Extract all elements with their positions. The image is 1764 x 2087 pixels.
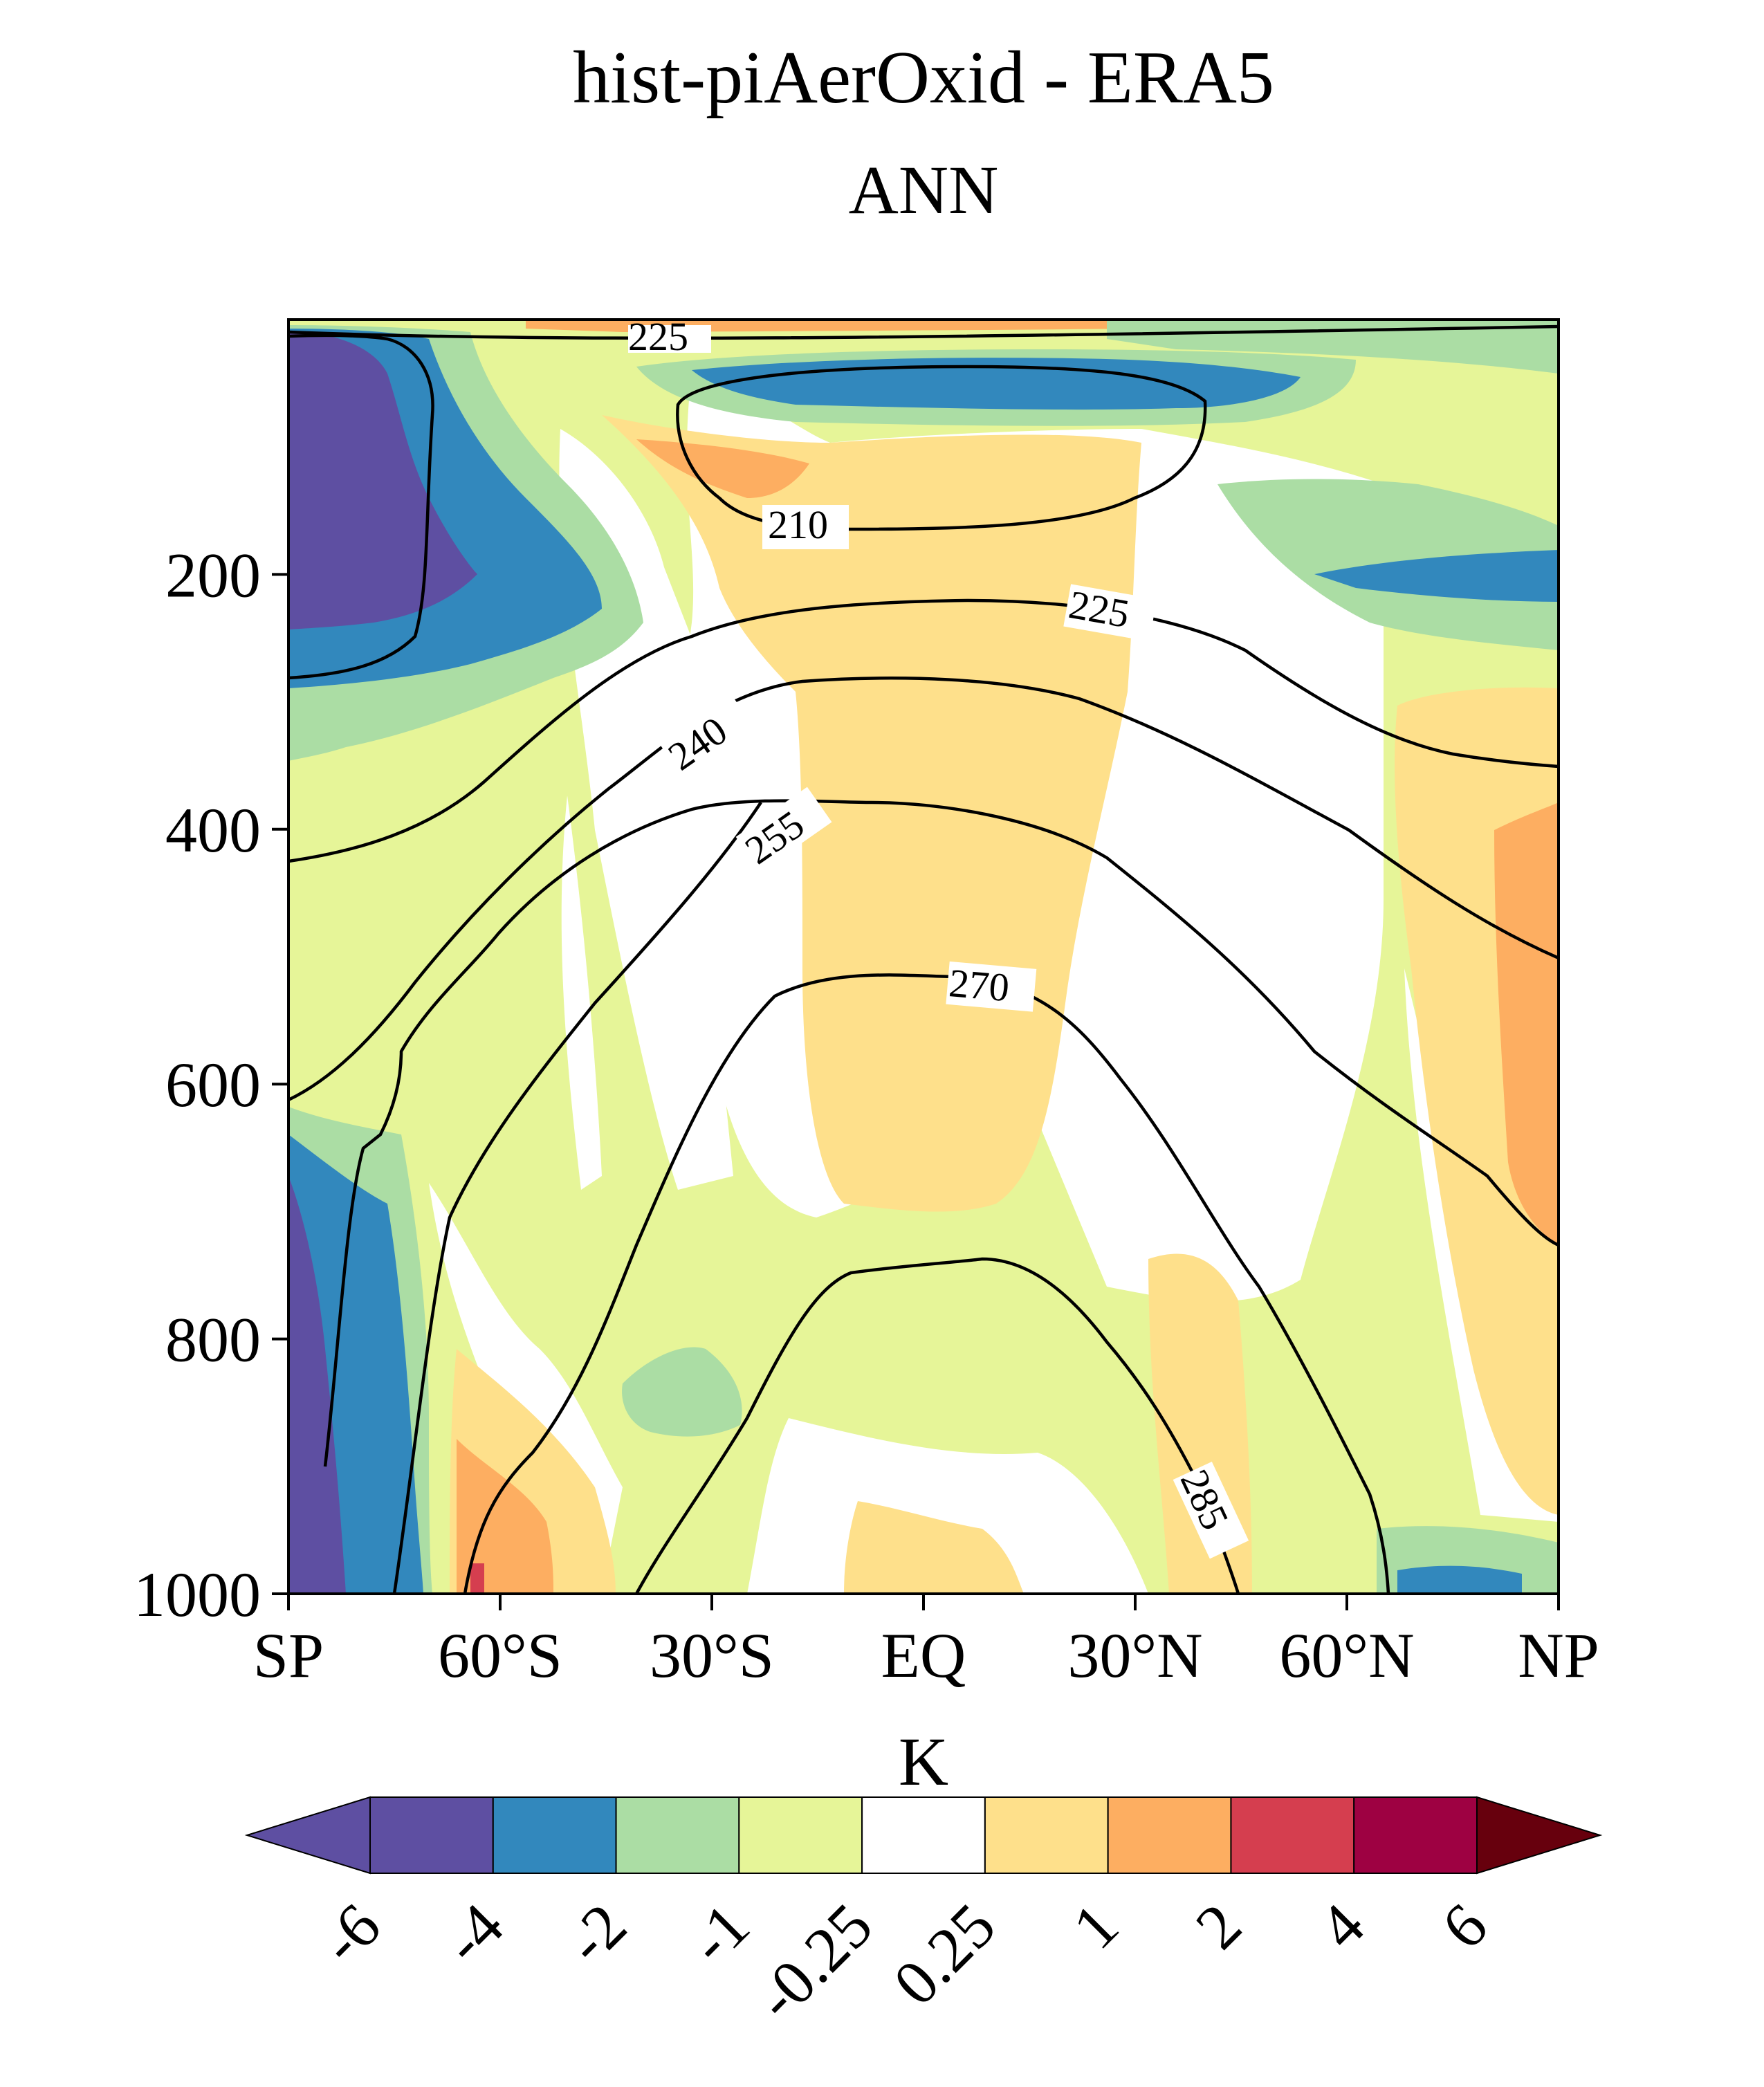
colorbar-tick-label: 2 <box>1182 1890 1255 1962</box>
contour-label-bg <box>1173 1461 1249 1559</box>
x-tick-label: 30°N <box>1067 1620 1202 1691</box>
x-tick-label: 30°S <box>650 1620 774 1691</box>
contour-line <box>288 677 1559 1102</box>
contour-label-bg <box>628 325 711 353</box>
colorbar-swatch <box>1230 1796 1355 1874</box>
colorbar-swatch <box>369 1796 494 1874</box>
colorbar-extend-low <box>244 1796 371 1875</box>
anomaly-region-yellow <box>844 1501 1024 1594</box>
y-tick-label: 800 <box>165 1305 261 1375</box>
contour-label-bg <box>735 787 832 872</box>
contour-line <box>676 365 1207 531</box>
contour-lines <box>288 324 1559 1594</box>
anomaly-region-blue <box>1314 550 1559 602</box>
colorbar-tick-label: -2 <box>552 1890 639 1977</box>
anomaly-region-yellow <box>602 415 1141 1212</box>
contour-line <box>288 324 1559 340</box>
colorbar-swatch <box>1353 1796 1478 1874</box>
contour-line <box>392 801 762 1594</box>
anomaly-region-orange <box>457 1439 553 1594</box>
contour-label-bg <box>1063 584 1157 642</box>
chart-title: hist-piAerOxid - ERA5 <box>573 37 1274 119</box>
contour-line <box>288 598 1559 863</box>
x-tick-label: SP <box>253 1620 324 1691</box>
plot-area <box>288 320 1559 1594</box>
x-tick-label: EQ <box>881 1620 966 1691</box>
colorbar-tick-label: -6 <box>306 1890 394 1977</box>
colorbar-tick-label: -0.25 <box>742 1890 886 2034</box>
colorbar-swatch <box>1107 1796 1232 1874</box>
chart-subtitle: ANN <box>849 151 999 228</box>
anomaly-region-purple <box>288 331 477 629</box>
colorbar-tick-label: 4 <box>1305 1890 1378 1962</box>
x-axis: SP 60°S 30°S EQ 30°N 60°N NP <box>253 1594 1599 1691</box>
colorbar-label: K <box>899 1723 948 1800</box>
anomaly-region-white <box>561 796 602 1190</box>
colorbar-swatch <box>738 1796 863 1874</box>
contour-label-top: 225 <box>628 314 688 359</box>
y-tick-label: 200 <box>165 540 261 610</box>
colorbar-swatch <box>984 1796 1109 1874</box>
colorbar-swatch <box>615 1796 740 1874</box>
anomaly-region-blue <box>1397 1565 1522 1594</box>
y-tick-label: 600 <box>165 1049 261 1120</box>
y-tick-label: 1000 <box>134 1559 261 1630</box>
contour-label-bg <box>946 961 1037 1012</box>
colorbar-tick-label: 0.25 <box>880 1890 1009 2019</box>
colorbar: -6 -4 -2 -1-0.250.25 1 2 4 6 <box>244 1796 1603 2034</box>
contour-label-225: 225 <box>1065 582 1132 636</box>
anomaly-region-green <box>622 1347 742 1437</box>
contour-label-210: 210 <box>768 502 828 547</box>
colorbar-tick-label: 1 <box>1059 1890 1132 1962</box>
contour-label-bg <box>762 505 849 549</box>
colorbar-extend-high <box>1476 1796 1603 1875</box>
colorbar-tick-label: -1 <box>675 1890 762 1977</box>
y-tick-label: 400 <box>165 795 261 865</box>
anomaly-region-orange <box>636 439 809 498</box>
anomaly-region-orange <box>1494 802 1559 1245</box>
colorbar-tick-label: 6 <box>1428 1890 1500 1962</box>
contour-label-bg <box>659 693 755 779</box>
contour-line <box>288 333 434 680</box>
colorbar-tick-label: -4 <box>430 1890 517 1977</box>
contour-label-270: 270 <box>947 960 1011 1010</box>
anomaly-region-red <box>470 1563 484 1594</box>
x-tick-label: 60°N <box>1279 1620 1414 1691</box>
x-tick-label: NP <box>1518 1620 1599 1691</box>
anomaly-region-purple <box>288 1176 346 1594</box>
x-tick-label: 60°S <box>438 1620 562 1691</box>
colorbar-swatch <box>492 1796 617 1874</box>
y-axis: 200 400 600 800 1000 <box>134 540 288 1630</box>
colorbar-swatch <box>861 1796 986 1874</box>
